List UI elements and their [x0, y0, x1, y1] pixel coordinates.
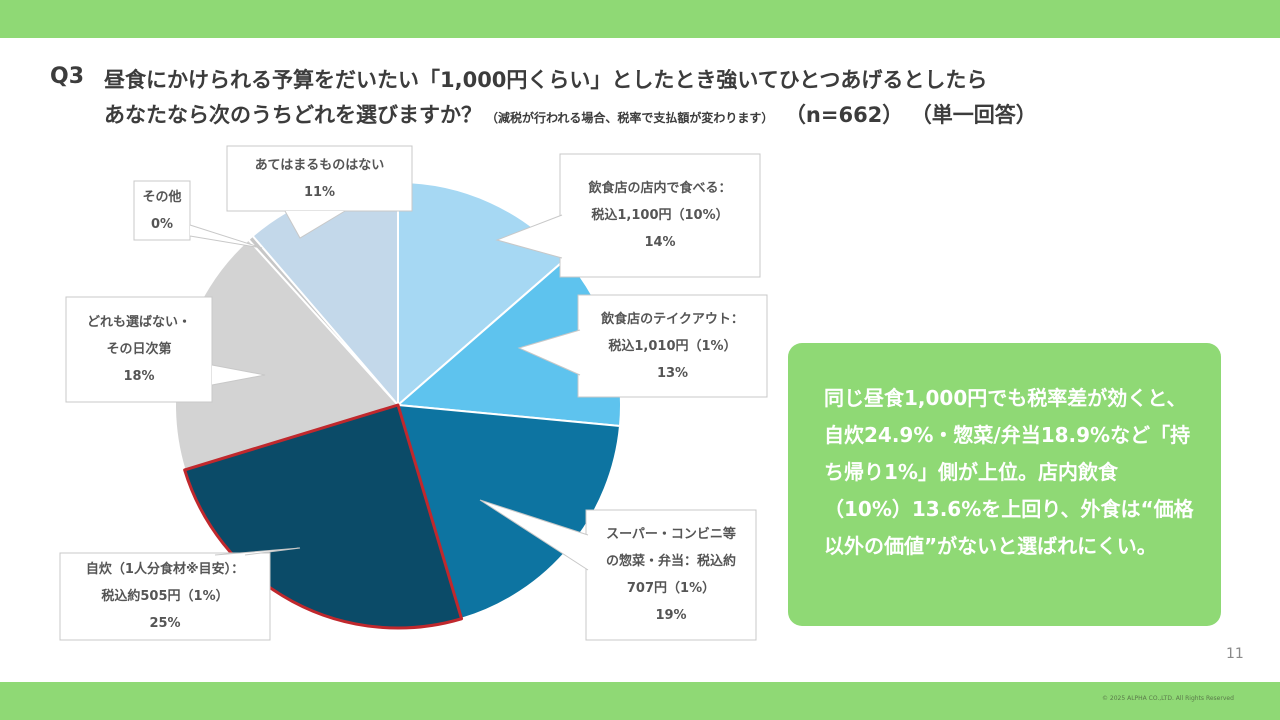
copyright-text: © 2025 ALPHA CO.,LTD. All Rights Reserve… [1102, 695, 1234, 702]
question-text-line1: 昼食にかけられる予算をだいたい「1,000円くらい」としたとき強いてひとつあげる… [104, 68, 988, 92]
bottom-banner [0, 682, 1280, 720]
callout-pointer-edge-3 [479, 499, 589, 571]
slice-label-line: 税込1,010円（1%） [608, 338, 737, 354]
question-text-line2-main: あなたなら次のうちどれを選びますか？ [104, 103, 482, 127]
slice-percent: 25% [149, 616, 181, 631]
question-note: （減税が行われる場合、税率で支払額が変わります） [486, 111, 774, 125]
top-banner [0, 0, 1280, 38]
slice-percent: 18% [123, 369, 155, 384]
callout-pointer-edge-1 [495, 214, 563, 259]
callout-pointer-7 [285, 211, 345, 238]
slice-label-line: あてはまるものはない [254, 157, 385, 173]
answer-type: （単一回答） [921, 103, 1037, 127]
slice-label-line: どれも選ばない・ [86, 315, 191, 330]
slice-label-line: 707円（1%） [626, 581, 716, 596]
slice-label-line: 税込1,100円（10%） [591, 208, 729, 223]
callout-pointer-edge-6 [189, 224, 263, 249]
slice-percent: 0% [150, 216, 174, 232]
slice-label-line: スーパー・コンビニ等 [606, 527, 736, 542]
summary-text: 同じ昼食1,000円でも税率差が効くと、自炊24.9%・惣菜/弁当18.9%など… [824, 386, 1194, 558]
slice-label-4: 自炊（1人分食材※目安）： 税込約505円（1%） 25% [60, 556, 270, 637]
slice-label-3: スーパー・コンビニ等 の惣菜・弁当：税込約 707円（1%） 19% [586, 521, 756, 629]
slice-label-line: その他 [142, 189, 182, 205]
slice-label-line: 自炊（1人分食材※目安）： [85, 562, 245, 577]
slice-label-6: その他 0% [134, 184, 190, 238]
page-number: 11 [1226, 646, 1244, 662]
slice-percent: 11% [303, 184, 336, 200]
callout-pointer-5 [212, 365, 265, 385]
slice-label-1: 飲食店の店内で食べる： 税込1,100円（10%） 14% [560, 175, 760, 256]
callout-pointer-edge-7 [284, 210, 346, 239]
callout-pointer-2 [519, 330, 580, 375]
callout-box-4 [59, 552, 271, 641]
callout-box-5 [65, 296, 213, 403]
summary-box [788, 343, 1221, 626]
slice-label-line: 税込約505円（1%） [101, 589, 229, 604]
slice-label-line: 飲食店の店内で食べる： [588, 181, 732, 196]
callout-pointer-edge-4 [214, 547, 301, 556]
slice-percent: 19% [655, 608, 687, 623]
callout-box-6 [133, 180, 191, 241]
callout-box-1 [559, 153, 761, 278]
slice-label-2: 飲食店のテイクアウト： 税込1,010円（1%） 13% [578, 306, 767, 387]
slice-label-line: の惣菜・弁当：税込約 [605, 554, 736, 569]
callout-box-3 [585, 509, 757, 641]
callout-pointer-1 [497, 215, 562, 258]
slice-label-7: あてはまるものはない 11% [227, 152, 412, 206]
slice-percent: 14% [644, 235, 676, 250]
callout-pointer-edge-5 [211, 364, 266, 386]
callout-box-2 [577, 294, 768, 398]
slice-percent: 13% [656, 365, 689, 381]
slice-label-5: どれも選ばない・ その日次第 18% [66, 309, 212, 390]
slice-label-line: その日次第 [106, 342, 172, 357]
sample-size: （n=662） [795, 103, 904, 127]
question-number: Q3 [50, 64, 85, 89]
slice-label-line: 飲食店のテイクアウト： [601, 311, 744, 327]
question-text-line2: あなたなら次のうちどれを選びますか？ （減税が行われる場合、税率で支払額が変わりま… [104, 99, 1037, 129]
callout-pointer-edge-2 [517, 329, 581, 376]
callout-box-7 [226, 145, 413, 212]
pie-slice-highlight-4 [183, 403, 464, 630]
